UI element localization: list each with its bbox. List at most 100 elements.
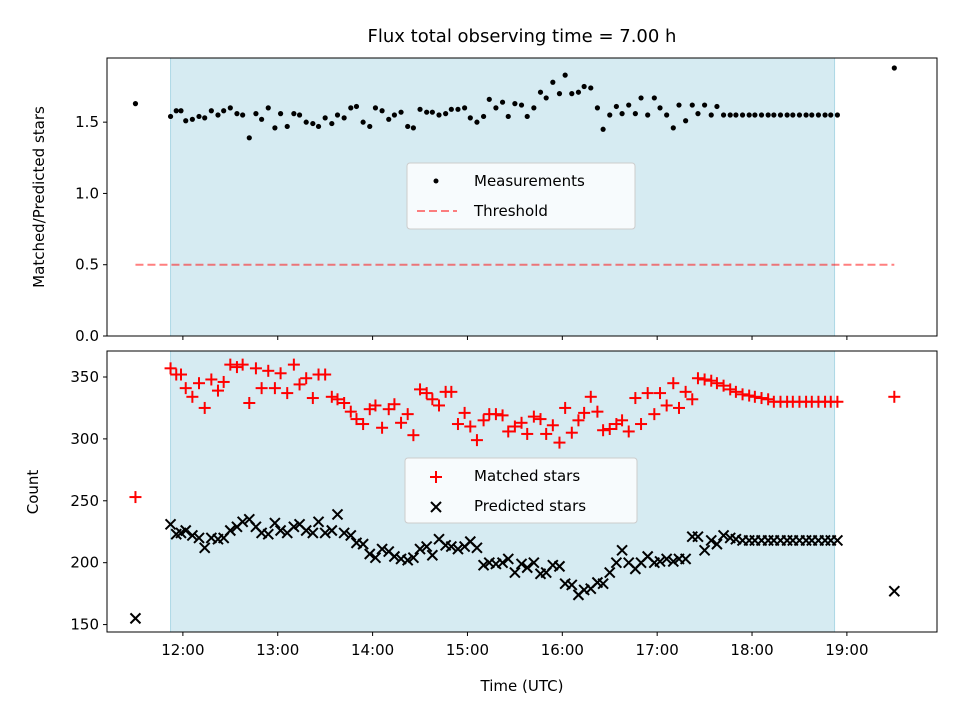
plot-frame: [106, 57, 938, 337]
predicted-star-point: [705, 534, 717, 547]
matched-star-point: [622, 425, 635, 438]
y-tick-label: 0.5: [75, 256, 99, 274]
measurement-point: [173, 108, 179, 114]
measurement-point: [543, 95, 549, 101]
measurement-point: [272, 125, 278, 131]
matched-star-point: [553, 436, 566, 449]
measurement-point: [379, 108, 385, 114]
measurement-point: [575, 89, 582, 95]
measurement-point: [448, 106, 454, 112]
predicted-star-point: [698, 544, 711, 557]
matched-star-point: [729, 385, 742, 398]
predicted-star-point: [831, 534, 844, 547]
matched-star-point: [274, 367, 287, 380]
x-tick-label: 14:00: [351, 641, 394, 659]
measurement-point: [727, 112, 733, 118]
matched-star-point: [565, 426, 578, 439]
matched-star-point: [186, 390, 199, 403]
matched-star-point: [736, 388, 749, 401]
measurement-point: [670, 125, 676, 131]
y-tick-label: 1.0: [75, 184, 99, 202]
measurement-point: [367, 123, 373, 130]
y-axis-label: Count: [24, 470, 42, 515]
measurement-point: [752, 112, 758, 118]
matched-star-point: [748, 390, 761, 403]
measurement-point: [227, 105, 233, 111]
y-tick-label: 1.5: [75, 113, 99, 131]
plot-frame: [106, 350, 938, 633]
matched-star-point: [426, 393, 439, 406]
predicted-star-point: [660, 553, 673, 565]
measurement-point: [436, 112, 442, 118]
measurement-point: [410, 125, 416, 131]
matched-star-point: [129, 491, 142, 504]
measurement-point: [467, 115, 473, 121]
matched-star-point: [691, 372, 704, 385]
measurement-point: [315, 123, 322, 130]
matched-star-point: [243, 396, 256, 409]
measurement-point: [815, 112, 822, 118]
predicted-star-point: [502, 553, 514, 565]
matched-star-point: [249, 362, 262, 375]
predicted-star-point: [509, 566, 521, 579]
matched-star-point: [325, 390, 338, 403]
measurement-point: [594, 105, 601, 111]
predicted-star-point: [496, 556, 509, 569]
predicted-star-point: [471, 542, 483, 554]
matched-star-point: [433, 399, 445, 412]
measurement-point: [702, 102, 708, 108]
measurement-point: [891, 65, 897, 71]
measurement-point: [443, 111, 449, 117]
chart-title: Flux total observing time = 7.00 h: [368, 26, 677, 47]
measurement-point: [322, 115, 328, 121]
y-tick-label: 350: [70, 368, 99, 386]
measurement-point: [303, 119, 309, 125]
predicted-star-point: [553, 560, 566, 573]
predicted-star-point: [198, 542, 211, 554]
legend-label-predicted: Predicted stars: [474, 497, 586, 515]
measurement-point: [178, 108, 184, 114]
matched-star-point: [331, 393, 344, 406]
matched-star-point: [205, 373, 218, 386]
matched-star-point: [515, 416, 528, 429]
measurement-point: [588, 85, 594, 91]
measurement-point: [581, 83, 587, 90]
measurement-point: [720, 112, 727, 118]
predicted-star-point: [129, 612, 142, 625]
matched-star-point: [262, 364, 275, 377]
y-tick-label: 250: [70, 492, 99, 510]
matched-star-point: [198, 401, 211, 414]
predicted-star-point: [445, 540, 458, 553]
matched-star-point: [755, 392, 768, 405]
matched-star-point: [300, 372, 313, 385]
matched-star-point: [527, 410, 540, 423]
measurement-points: [132, 65, 897, 141]
measurement-point: [765, 112, 771, 118]
predicted-star-point: [326, 524, 338, 537]
matched-star-point: [635, 418, 648, 431]
measurement-point: [607, 112, 613, 118]
y-tick-label: 200: [70, 554, 99, 572]
measurement-point: [480, 113, 487, 120]
legend-measurement-marker: [433, 178, 439, 184]
measurement-point: [391, 112, 398, 118]
predicted-star-point: [401, 554, 414, 566]
predicted-star-point: [420, 540, 433, 553]
x-tick-label: 17:00: [636, 641, 679, 659]
measurement-point: [189, 116, 195, 122]
matched-star-point: [679, 385, 692, 398]
measurement-point: [132, 101, 139, 107]
predicted-star-point: [186, 529, 199, 542]
matched-star-point: [451, 418, 464, 431]
measurement-point: [556, 91, 563, 97]
measurement-point: [196, 113, 202, 120]
matched-star-point: [888, 390, 901, 403]
x-axis-ticks: 12:00 13:00 14:00 15:00 16:00 17:00 18:00 19:00: [161, 632, 869, 659]
measurement-point: [638, 95, 644, 101]
measurement-point: [246, 135, 252, 141]
matched-star-point: [667, 377, 680, 390]
measurement-point: [771, 112, 777, 118]
matched-points: [129, 358, 901, 504]
measurement-point: [600, 126, 606, 132]
